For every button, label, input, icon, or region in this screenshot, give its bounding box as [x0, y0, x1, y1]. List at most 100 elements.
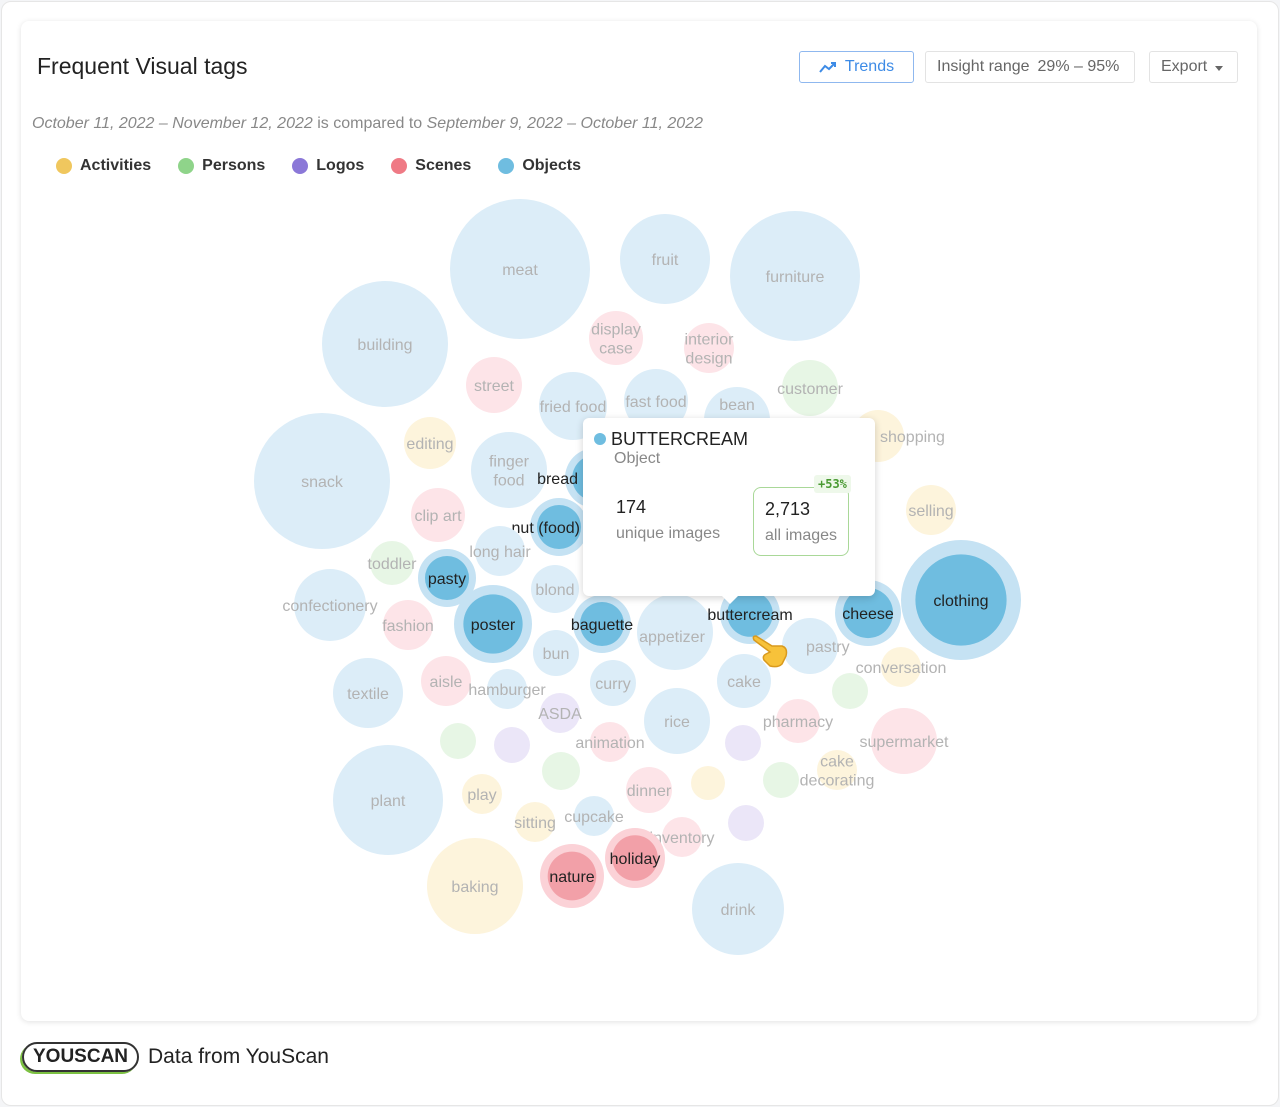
bubble-clothing[interactable]: clothing: [901, 540, 1021, 660]
bubble-circle: [333, 745, 443, 855]
legend-dot: [56, 158, 72, 174]
bubble-play[interactable]: play: [462, 774, 502, 814]
footer: YOUSCAN Data from YouScan: [22, 1042, 329, 1072]
bubble-customer[interactable]: customer: [777, 360, 844, 416]
bubble-core: [579, 601, 625, 647]
bubble-bun[interactable]: bun: [533, 630, 579, 676]
bubble-cheese[interactable]: cheese: [835, 580, 901, 646]
bubble-aisle[interactable]: aisle: [421, 656, 471, 706]
bubble-animation[interactable]: animation: [575, 722, 645, 762]
bubble-cake-decorating[interactable]: cake decorating: [800, 750, 875, 790]
bubble-logo[interactable]: [725, 725, 761, 761]
category-dot: [594, 433, 606, 445]
bubble-furniture[interactable]: furniture: [730, 211, 860, 341]
bubble-pasty[interactable]: pasty: [418, 549, 476, 607]
bubble-label: hamburger: [468, 682, 546, 699]
bubble-label: cake: [820, 754, 854, 771]
bubble-label: fried food: [540, 399, 607, 416]
bubble-building[interactable]: building: [322, 281, 448, 407]
bubble-ASDA[interactable]: ASDA: [538, 693, 582, 733]
bubble-confectionery[interactable]: confectionery: [282, 569, 378, 641]
bubble-logo[interactable]: [728, 805, 764, 841]
bubble-cake[interactable]: cake: [717, 654, 771, 708]
bubble-nature[interactable]: nature: [540, 844, 604, 908]
bubble-circle: [728, 805, 764, 841]
legend-item[interactable]: Objects: [498, 157, 581, 175]
bubble-plant[interactable]: plant: [333, 745, 443, 855]
bubble-pastry[interactable]: pastry: [782, 618, 850, 674]
bubble-hamburger[interactable]: hamburger: [468, 669, 546, 709]
bubble-nut-food-[interactable]: nut (food): [512, 498, 588, 556]
bubble-person[interactable]: [440, 723, 476, 759]
bubble-blond[interactable]: blond: [531, 565, 579, 613]
all-images-box: +53% 2,713 all images: [753, 475, 851, 556]
bubble-editing[interactable]: editing: [404, 417, 456, 469]
bubble-long-hair[interactable]: long hair: [469, 526, 531, 576]
bubble-rice[interactable]: rice: [644, 688, 710, 754]
legend-label: Logos: [316, 157, 365, 174]
bubble-finger-food[interactable]: finger food: [471, 432, 547, 508]
bubble-selling[interactable]: selling: [906, 485, 956, 535]
bubble-label: finger: [489, 454, 530, 471]
bubble-pharmacy[interactable]: pharmacy: [763, 699, 833, 743]
bubble-label: pastry: [806, 639, 850, 656]
trends-button[interactable]: Trends: [799, 51, 914, 83]
bubble-circle: [620, 214, 710, 304]
bubble-sitting[interactable]: sitting: [514, 802, 556, 842]
bubble-core: [842, 587, 894, 639]
bubble-fast-food[interactable]: fast food: [624, 369, 688, 433]
bubble-label: cheese: [842, 606, 894, 623]
bubble-person[interactable]: [832, 673, 868, 709]
bubble-toddler[interactable]: toddler: [368, 541, 418, 585]
bubble-label: rice: [664, 714, 690, 731]
bubble-circle: [322, 281, 448, 407]
bubble-circle: [725, 725, 761, 761]
bubble-fruit[interactable]: fruit: [620, 214, 710, 304]
legend-item[interactable]: Activities: [56, 157, 151, 175]
export-label: Export: [1161, 58, 1208, 75]
bubble-baking[interactable]: baking: [427, 838, 523, 934]
bubble-cupcake[interactable]: cupcake: [564, 796, 624, 836]
bubble-conversation[interactable]: conversation: [856, 647, 947, 687]
legend-item[interactable]: Logos: [292, 157, 364, 175]
bubble-textile[interactable]: textile: [333, 658, 403, 728]
bubble-person[interactable]: [763, 762, 799, 798]
bubble-circle: [370, 541, 414, 585]
bubble-meat[interactable]: meat: [450, 199, 590, 339]
bubble-curry[interactable]: curry: [590, 660, 636, 706]
bubble-inventory[interactable]: inventory: [650, 817, 715, 857]
bubble-supermarket[interactable]: supermarket: [860, 708, 949, 774]
insight-label: Insight range: [937, 58, 1030, 75]
bubble-circle: [763, 762, 799, 798]
all-images-value: 2,713: [765, 499, 811, 519]
legend-label: Scenes: [415, 157, 472, 174]
bubble-label: nature: [549, 869, 594, 886]
bubble-circle: [782, 360, 838, 416]
legend-item[interactable]: Persons: [178, 157, 265, 175]
bubble-interior-design[interactable]: interior design: [684, 323, 734, 373]
bubble-label: appetizer: [639, 629, 705, 646]
bubble-label: aisle: [430, 674, 463, 691]
bubble-person[interactable]: [542, 752, 580, 790]
bubble-fashion[interactable]: fashion: [382, 600, 434, 650]
bubble-baguette[interactable]: baguette: [571, 595, 633, 653]
bubble-clip-art[interactable]: clip art: [411, 488, 465, 542]
bubble-label: pasty: [428, 571, 466, 588]
bubble-dinner[interactable]: dinner: [626, 767, 672, 813]
bubble-street[interactable]: street: [466, 357, 522, 413]
bubble-circle: [333, 658, 403, 728]
legend-item[interactable]: Scenes: [391, 157, 471, 175]
bubble-snack[interactable]: snack: [254, 413, 390, 549]
bubble-core: [463, 594, 523, 654]
bubble-circle: [411, 488, 465, 542]
bubble-act[interactable]: [691, 766, 725, 800]
export-button[interactable]: Export: [1149, 51, 1238, 83]
bubble-drink[interactable]: drink: [692, 863, 784, 955]
bubble-poster[interactable]: poster: [454, 585, 532, 663]
bubble-appetizer[interactable]: appetizer: [637, 594, 713, 670]
bubble-logo[interactable]: [494, 727, 530, 763]
bubble-holiday[interactable]: holiday: [605, 828, 665, 888]
insight-range-button[interactable]: Insight range 29% – 95%: [925, 51, 1135, 83]
bubble-display-case[interactable]: display case: [589, 311, 643, 365]
bubble-label: clothing: [933, 593, 988, 610]
